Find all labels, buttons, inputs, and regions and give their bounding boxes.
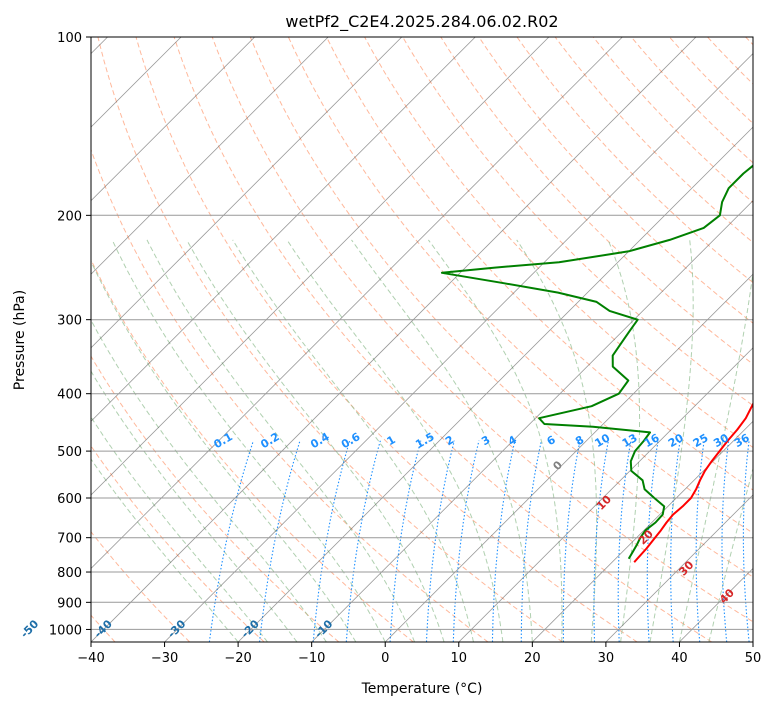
dry-adiabat-line	[249, 37, 753, 578]
moist-adiabat-line	[91, 416, 268, 642]
mixing-ratio-line	[345, 440, 381, 642]
isotherm-line	[91, 37, 697, 642]
dry-adiabat-line	[326, 37, 753, 491]
y-tick-label: 900	[57, 596, 82, 611]
mixing-ratio-line	[312, 440, 351, 642]
y-tick-label: 1000	[49, 623, 82, 638]
dry-adiabat-line	[478, 37, 753, 324]
mixing-ratio-line	[425, 440, 455, 642]
moist-adiabat-line	[146, 239, 416, 642]
dry-adiabat-line	[135, 37, 638, 642]
moist-adiabat-line	[351, 239, 533, 642]
x-tick-label: 0	[381, 651, 389, 666]
y-tick-label: 400	[57, 388, 82, 403]
mixing-ratio-line	[562, 440, 581, 642]
dry-adiabat-line	[91, 355, 340, 642]
isotherm-line	[91, 37, 329, 275]
dry-adiabat-line	[91, 445, 265, 642]
x-tick-label: 50	[745, 651, 762, 666]
dry-adiabat-line	[97, 37, 563, 642]
y-axis-title: Pressure (hPa)	[12, 290, 28, 390]
x-tick-label: −40	[77, 651, 104, 666]
moist-adiabat-line	[91, 458, 239, 642]
isotherm-line	[532, 420, 753, 642]
isotherm-line	[91, 37, 550, 496]
mixing-ratio-line	[520, 440, 542, 642]
mixing-ratio-line	[593, 440, 609, 642]
mixing-ratio-line	[389, 440, 422, 642]
y-tick-label: 300	[57, 314, 82, 329]
isotherm-line	[237, 126, 753, 642]
background-lines	[91, 37, 772, 642]
y-tick-label: 500	[57, 445, 82, 460]
mixing-ratio-line	[617, 440, 632, 642]
mixing-ratio-line	[452, 440, 480, 642]
y-tick-label: 100	[57, 31, 82, 46]
isotherm-line	[91, 37, 476, 422]
isotherm-line	[605, 494, 753, 642]
plot-frame	[90, 36, 754, 643]
series-lines	[440, 164, 753, 563]
moist-adiabat-line	[91, 319, 327, 642]
dry-adiabat-line	[91, 148, 489, 642]
dry-adiabat-line	[211, 37, 753, 623]
moist-adiabat-line	[186, 239, 445, 642]
isotherm-line	[91, 37, 403, 349]
isotherm-line	[384, 273, 753, 642]
moist-adiabat-line	[286, 239, 504, 642]
isotherm-line	[752, 641, 753, 642]
moist-adiabat-line	[427, 239, 563, 642]
x-tick-label: −10	[298, 651, 325, 666]
mixing-ratio-line	[742, 440, 750, 642]
isotherm-line	[91, 37, 623, 569]
chart-title: wetPf2_C2E4.2025.284.06.02.R02	[285, 12, 558, 32]
mixing-ratio-line	[765, 441, 772, 642]
dry-adiabat-line	[516, 37, 753, 284]
y-tick-label: 700	[57, 532, 82, 547]
x-tick-label: −30	[151, 651, 178, 666]
y-tick-label: 600	[57, 492, 82, 507]
isotherm-line	[458, 347, 753, 642]
moist-adiabat-line	[649, 239, 694, 642]
moist-adiabat-line	[607, 239, 641, 642]
dry-adiabat-label: -50	[18, 617, 41, 640]
temperature-line	[633, 402, 753, 563]
x-tick-label: 10	[451, 651, 468, 666]
dry-adiabat-line	[173, 37, 713, 642]
moist-adiabat-line	[678, 269, 753, 642]
plot-background	[91, 37, 753, 642]
dewpoint-line	[440, 164, 753, 560]
isotherm-line	[91, 37, 255, 202]
moist-adiabat-line	[91, 260, 357, 642]
x-tick-label: −20	[224, 651, 251, 666]
mixing-ratio-line	[646, 440, 659, 642]
moist-adiabat-line	[232, 239, 474, 642]
isotherm-line	[164, 53, 753, 642]
y-tick-label: 200	[57, 209, 82, 224]
x-axis-title: Temperature (°C)	[361, 681, 483, 697]
axis-ticks: −40 −30 −20 −10 0 10 20 30 40 50 100 200 300 400 500 60…	[49, 31, 761, 666]
mixing-ratio-line	[695, 440, 705, 642]
mixing-ratio-line	[721, 440, 730, 642]
x-tick-label: 30	[598, 651, 615, 666]
moist-adiabat-line	[111, 239, 386, 642]
dry-adiabat-line	[402, 37, 753, 407]
mixing-ratio-line	[491, 440, 516, 642]
x-tick-label: 40	[671, 651, 688, 666]
y-tick-label: 800	[57, 566, 82, 581]
mixing-ratio-line	[670, 440, 681, 642]
x-tick-label: 20	[524, 651, 541, 666]
isotherm-line	[311, 200, 753, 642]
dry-adiabat-line	[91, 531, 191, 642]
mixing-ratio-line	[208, 440, 254, 642]
